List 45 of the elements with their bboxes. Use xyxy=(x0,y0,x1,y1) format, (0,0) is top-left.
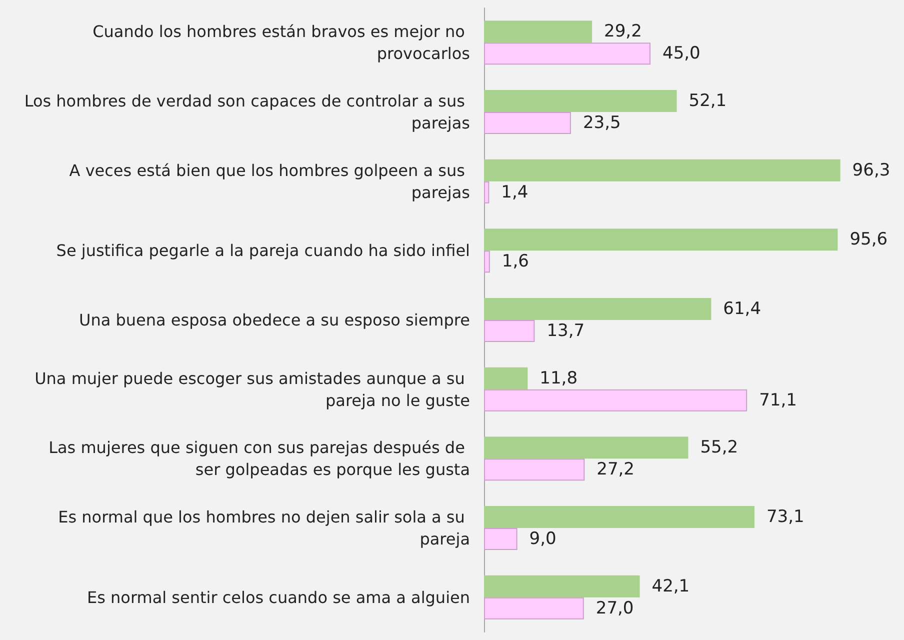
bar xyxy=(484,250,490,273)
data-label: 45,0 xyxy=(662,44,700,64)
bar xyxy=(484,597,584,620)
bar xyxy=(484,298,712,320)
bar xyxy=(484,20,592,43)
bar xyxy=(484,367,528,390)
data-label: 52,1 xyxy=(688,91,727,111)
bar xyxy=(484,436,688,459)
y-tick-label: Es normal sentir celos cuando se ama a alguien xyxy=(86,588,470,607)
data-label: 13,7 xyxy=(546,321,585,341)
data-label: 27,0 xyxy=(596,598,634,618)
data-label: 1,4 xyxy=(501,182,528,202)
data-label: 27,2 xyxy=(596,460,634,480)
y-tick-label: Es normal que los hombres no dejen salir sola a su pareja xyxy=(58,508,470,548)
data-label: 11,8 xyxy=(540,368,578,388)
y-tick-label: Se justifica pegarle a la pareja cuando ha sido infiel xyxy=(56,241,470,260)
data-label: 23,5 xyxy=(582,113,621,133)
bar xyxy=(484,112,571,134)
bar xyxy=(484,42,650,65)
y-tick-label: Las mujeres que siguen con sus parejas después de ser golpeadas es porque les gusta xyxy=(48,438,470,480)
bar xyxy=(484,389,748,412)
data-label: 42,1 xyxy=(652,576,690,596)
y-tick-label: Cuando los hombres están bravos es mejor no provocarlos xyxy=(92,22,470,64)
data-label: 71,1 xyxy=(759,390,797,410)
y-tick-label: Una mujer puede escoger sus amistades aunque a su pareja no le guste xyxy=(34,368,470,410)
data-label: 73,1 xyxy=(766,507,804,527)
bar xyxy=(484,458,585,481)
bar xyxy=(484,320,535,342)
bar xyxy=(484,528,518,550)
bar xyxy=(484,90,677,112)
y-tick-label: A veces está bien que los hombres golpeen a sus parejas xyxy=(69,160,470,202)
data-label: 61,4 xyxy=(723,299,762,319)
data-label: 96,3 xyxy=(852,160,890,180)
bar xyxy=(484,575,640,598)
y-tick-label: Los hombres de verdad son capaces de controlar a sus parejas xyxy=(24,92,470,132)
bar xyxy=(484,181,490,204)
data-label: 9,0 xyxy=(529,529,556,549)
bar xyxy=(484,159,840,182)
data-label: 29,2 xyxy=(604,22,642,42)
data-label: 95,6 xyxy=(850,230,888,250)
data-label: 55,2 xyxy=(700,438,738,458)
bar xyxy=(484,506,754,528)
y-tick-label: Una buena esposa obedece a su esposo siempre xyxy=(78,310,470,330)
data-label: 1,6 xyxy=(502,252,529,272)
bar xyxy=(484,228,838,251)
